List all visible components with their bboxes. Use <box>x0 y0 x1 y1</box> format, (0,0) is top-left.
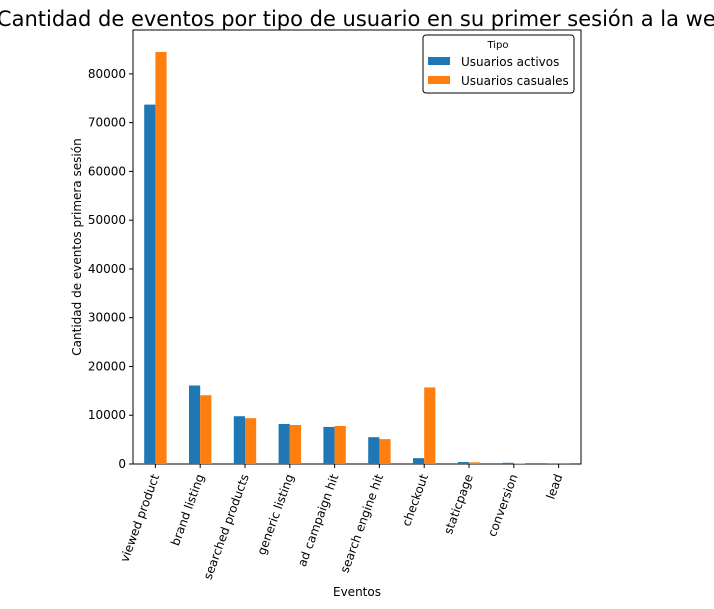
legend-label-usuarios-casuales: Usuarios casuales <box>461 74 569 88</box>
y-axis: 0 10000 20000 30000 40000 50000 60000 70000 8000… <box>88 67 133 471</box>
bar-usuarios-casuales-staticpage <box>469 462 480 464</box>
x-tick-label-searched-products: searched products <box>201 472 252 581</box>
x-tick-label-staticpage: staticpage <box>441 472 476 536</box>
bar-usuarios-casuales-checkout <box>424 387 435 464</box>
y-tick-label-80000: 80000 <box>88 67 126 81</box>
x-tick-label-checkout: checkout <box>399 472 431 528</box>
y-tick-label-10000: 10000 <box>88 408 126 422</box>
bar-usuarios-activos-search-engine-hit <box>368 437 379 464</box>
y-tick-label-60000: 60000 <box>88 164 126 178</box>
bar-usuarios-activos-viewed-product <box>144 105 155 464</box>
x-tick-label-generic-listing: generic listing <box>254 472 296 557</box>
bar-usuarios-activos-searched-products <box>234 416 245 464</box>
x-tick-label-lead: lead <box>543 472 565 501</box>
bar-usuarios-casuales-viewed-product <box>155 52 166 464</box>
y-tick-label-70000: 70000 <box>88 116 126 130</box>
bars-group <box>144 52 570 464</box>
bar-usuarios-activos-staticpage <box>458 462 469 464</box>
y-tick-label-50000: 50000 <box>88 213 126 227</box>
x-tick-label-search-engine-hit: search engine hit <box>337 472 386 575</box>
bar-usuarios-casuales-search-engine-hit <box>379 439 390 464</box>
x-tick-label-brand-listing: brand listing <box>168 472 207 547</box>
bar-usuarios-activos-conversion <box>503 463 514 464</box>
y-axis-label: Cantidad de eventos primera sesión <box>70 138 84 355</box>
y-tick-label-20000: 20000 <box>88 359 126 373</box>
x-tick-label-viewed-product: viewed product <box>117 472 162 564</box>
x-tick-label-ad-campaign-hit: ad campaign hit <box>295 472 342 569</box>
y-tick-label-40000: 40000 <box>88 262 126 276</box>
x-tick-label-conversion: conversion <box>485 472 521 538</box>
bar-usuarios-casuales-ad-campaign-hit <box>335 426 346 464</box>
legend-swatch-usuarios-activos <box>428 57 450 65</box>
legend: Tipo Usuarios activos Usuarios casuales <box>423 35 574 93</box>
bar-usuarios-casuales-generic-listing <box>290 425 301 464</box>
bar-usuarios-activos-generic-listing <box>279 424 290 464</box>
chart-title: Cantidad de eventos por tipo de usuario … <box>0 7 714 31</box>
bar-usuarios-casuales-conversion <box>514 463 525 464</box>
bar-usuarios-casuales-searched-products <box>245 418 256 464</box>
bar-usuarios-activos-checkout <box>413 458 424 464</box>
legend-title: Tipo <box>486 40 508 51</box>
y-tick-label-30000: 30000 <box>88 311 126 325</box>
bar-usuarios-activos-brand-listing <box>189 385 200 464</box>
bar-usuarios-activos-ad-campaign-hit <box>323 427 334 464</box>
x-axis-label: Eventos <box>333 585 381 599</box>
y-tick-label-0: 0 <box>118 457 126 471</box>
legend-swatch-usuarios-casuales <box>428 76 450 84</box>
legend-label-usuarios-activos: Usuarios activos <box>461 55 559 69</box>
bar-usuarios-casuales-brand-listing <box>200 395 211 464</box>
